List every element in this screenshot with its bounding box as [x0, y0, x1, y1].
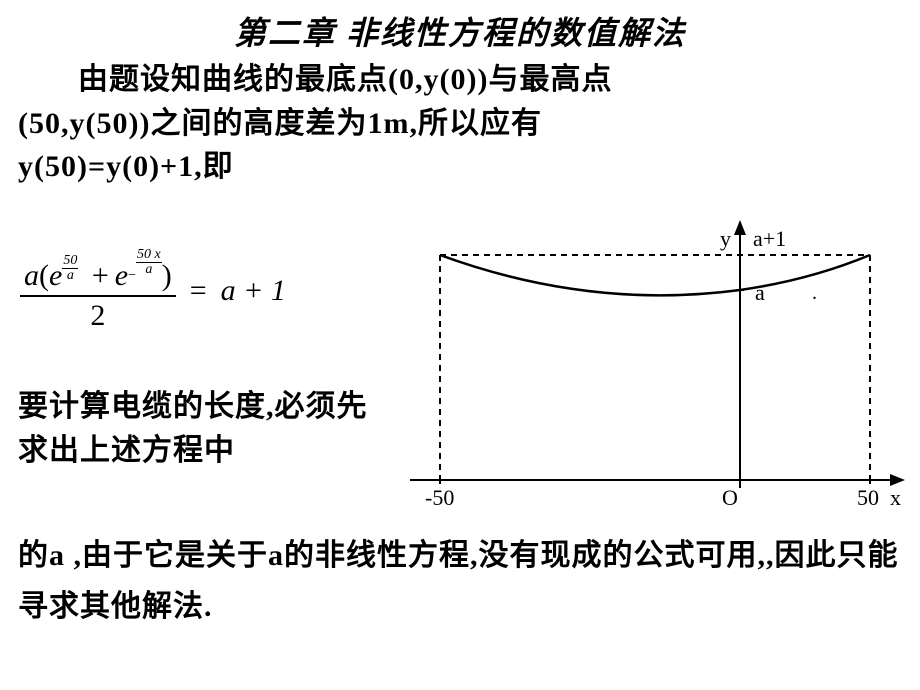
eq-minus: − [128, 268, 136, 283]
x-right-label: 50 [857, 485, 879, 511]
equation-block: a(e50a +e−50 xa) 2 = a + 1 [20, 248, 400, 368]
eq-a: a [24, 259, 39, 292]
eq-exp2: 50 xa [136, 248, 162, 277]
catenary-chart: y a+1 a O -50 50 x . [410, 220, 905, 515]
y-axis-arrow [734, 220, 746, 235]
eq-e2: e [115, 259, 128, 292]
catenary-curve [440, 255, 870, 295]
eq-rhs: a + 1 [221, 274, 286, 308]
eq-exp1: 50a [62, 254, 78, 283]
y-axis-label: y [720, 226, 731, 252]
eq-den: 2 [20, 297, 176, 333]
p1-line2: (50,y(50))之间的高度差为1m,所以应有 [18, 102, 902, 146]
paragraph-3: 的a ,由于它是关于a的非线性方程,没有现成的公式可用,,因此只能寻求其他解法. [18, 530, 902, 632]
p1-line3: y(50)=y(0)+1,即 [18, 145, 902, 189]
origin-label: O [722, 485, 738, 511]
x-left-label: -50 [425, 485, 454, 511]
chapter-title: 第二章 非线性方程的数值解法 [0, 0, 920, 54]
a-label: a [755, 280, 765, 306]
equation-lhs-fraction: a(e50a +e−50 xa) 2 [20, 248, 176, 333]
p1-line1: 由题设知曲线的最底点(0,y(0))与最高点 [18, 58, 902, 102]
chart-svg [410, 220, 905, 515]
eq-lparen: ( [39, 259, 49, 292]
paragraph-1: 由题设知曲线的最底点(0,y(0))与最高点 (50,y(50))之间的高度差为… [0, 54, 920, 189]
x-axis-label: x [890, 485, 901, 511]
eq-rparen: ) [162, 259, 172, 292]
a-plus-1-label: a+1 [753, 226, 786, 252]
paragraph-2: 要计算电缆的长度,必须先求出上述方程中 [18, 385, 388, 472]
eq-equals: = [186, 274, 211, 308]
eq-plus: + [86, 259, 115, 292]
decorative-dot: . [812, 282, 817, 305]
eq-e1: e [49, 259, 62, 292]
